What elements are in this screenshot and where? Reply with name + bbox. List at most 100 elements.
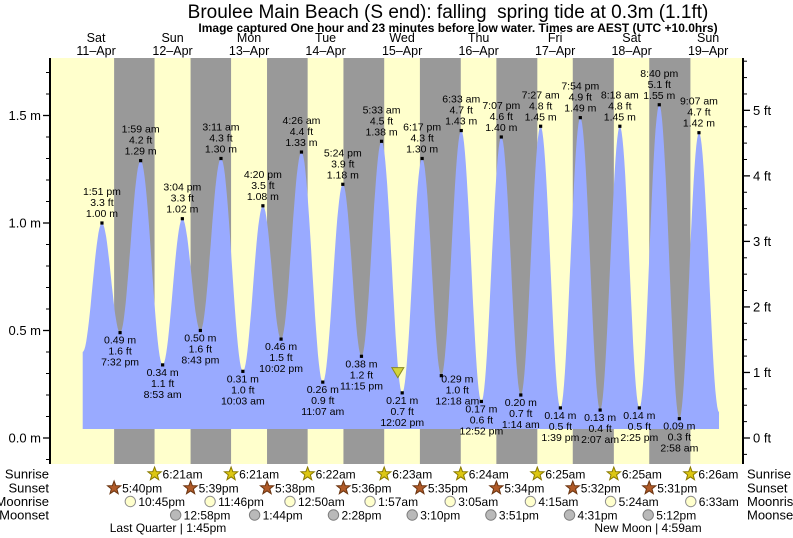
tide-low-label: 0.7 ft <box>391 406 414 418</box>
tide-low-label: 2:07 am <box>581 434 619 446</box>
tide-high-label: 4.3 ft <box>209 133 232 145</box>
moonrise-icon <box>284 495 296 508</box>
moonrise-time: 4:15am <box>538 495 578 509</box>
sunset-time: 5:35pm <box>428 482 468 496</box>
moonset-icon <box>406 509 418 521</box>
tide-event-dot <box>400 391 404 395</box>
day-weekday-label: Wed <box>389 31 415 45</box>
right-axis-tick-label: 1 ft <box>753 365 771 380</box>
left-axis-tick-label: 0.0 m <box>8 431 41 446</box>
tide-high-label: 1.33 m <box>285 137 317 149</box>
moon-phase-note: New Moon | 4:59am <box>594 521 701 535</box>
tide-low-label: 0.14 m <box>623 410 655 422</box>
tide-low-label: 12:52 pm <box>459 425 503 437</box>
tide-event-dot <box>519 393 523 397</box>
tide-event-dot <box>598 408 602 412</box>
moonrise-icon <box>604 495 617 508</box>
tide-low-label: 1.6 ft <box>108 346 131 358</box>
sunrise-icon <box>146 465 163 481</box>
tide-high-label: 3:04 pm <box>163 182 201 194</box>
tide-high-label: 1:51 pm <box>83 186 121 198</box>
tide-event-dot <box>539 124 543 128</box>
tide-low-label: 0.29 m <box>441 374 473 386</box>
tide-event-dot <box>321 380 325 384</box>
sunset-time: 5:36pm <box>351 482 391 496</box>
moonrise-time: 11:46pm <box>218 495 264 509</box>
tide-low-label: 11:07 am <box>301 406 344 418</box>
sunrise-icon <box>299 465 316 481</box>
tide-high-label: 3:11 am <box>202 122 239 134</box>
tide-event-dot <box>439 374 443 378</box>
tide-low-label: 0.38 m <box>345 358 377 370</box>
tide-high-label: 1.18 m <box>327 169 359 181</box>
tide-high-label: 4:26 am <box>282 115 320 127</box>
sunset-icon <box>335 479 352 495</box>
tide-low-label: 0.17 m <box>465 403 497 415</box>
tide-low-label: 0.7 ft <box>509 408 532 420</box>
sunrise-time: 6:21am <box>163 468 203 482</box>
tide-low-label: 10:02 pm <box>259 363 303 375</box>
sunrise-time: 6:25am <box>622 468 662 482</box>
moonset-time: 3:51pm <box>499 509 539 523</box>
tide-low-label: 8:43 pm <box>181 355 219 367</box>
sunset-time: 5:34pm <box>504 482 544 496</box>
tide-low-label: 7:32 pm <box>101 357 139 369</box>
tide-high-label: 4.3 ft <box>410 133 433 145</box>
tide-high-label: 3.3 ft <box>171 193 194 205</box>
tide-low-label: 12:18 am <box>435 396 479 408</box>
moonset-icon <box>169 509 182 521</box>
tide-high-label: 1.30 m <box>406 144 438 156</box>
tide-event-dot <box>459 128 463 133</box>
tide-high-label: 1.49 m <box>564 103 596 115</box>
tide-high-label: 3.5 ft <box>251 180 274 192</box>
tide-high-label: 1.55 m <box>643 90 675 102</box>
tide-low-label: 1:14 am <box>502 419 540 431</box>
chart-subtitle: Image captured One hour and 23 minutes b… <box>198 21 718 35</box>
moonset-icon <box>563 509 576 521</box>
tide-high-label: 4.5 ft <box>370 115 393 127</box>
moonset-time: 4:31pm <box>578 509 618 523</box>
moonrise-time: 3:05am <box>458 495 498 509</box>
left-axis-tick-label: 1.5 m <box>8 108 41 123</box>
tide-high-label: 1.43 m <box>445 116 477 128</box>
sunset-time: 5:39pm <box>199 482 239 496</box>
left-axis-tick-label: 1.0 m <box>8 216 41 231</box>
sunrise-row-label-right: Sunrise <box>747 467 791 482</box>
tide-high-label: 1.30 m <box>205 144 237 156</box>
moonrise-row-label-left: Moonrise <box>0 494 49 509</box>
tide-high-label: 1.42 m <box>683 118 715 130</box>
day-date-label: 15–Apr <box>382 44 422 58</box>
day-date-label: 11–Apr <box>76 44 115 58</box>
tide-low-label: 0.14 m <box>544 410 576 422</box>
tide-high-label: 4.7 ft <box>687 107 710 119</box>
tide-high-label: 1.00 m <box>86 208 118 220</box>
sunrise-icon <box>529 465 546 481</box>
moonset-icon <box>248 509 261 521</box>
tide-event-dot <box>198 328 202 333</box>
tide-low-label: 0.21 m <box>386 395 418 407</box>
tide-low-label: 0.34 m <box>147 367 179 379</box>
tide-low-label: 0.46 m <box>265 341 297 353</box>
tide-event-dot <box>677 417 681 421</box>
left-axis-tick-label: 0.5 m <box>8 323 41 338</box>
sunrise-icon <box>376 465 393 481</box>
sunset-row-label-left: Sunset <box>9 481 50 496</box>
tide-event-dot <box>479 399 483 404</box>
moonset-icon <box>642 509 654 521</box>
moonrise-icon <box>124 495 137 508</box>
tide-high-label: 8:40 pm <box>640 68 678 80</box>
moonrise-row-label-right: Moonrise <box>747 494 793 509</box>
right-axis-tick-label: 3 ft <box>753 234 771 249</box>
tide-high-label: 4.6 ft <box>490 111 513 123</box>
tide-event-dot <box>637 406 641 410</box>
tide-event-dot <box>279 337 283 341</box>
tide-high-label: 7:27 am <box>522 89 560 101</box>
moonset-time: 12:58pm <box>184 509 231 523</box>
tide-high-label: 1.08 m <box>247 191 279 203</box>
sunrise-time: 6:22am <box>316 468 356 482</box>
moonrise-time: 6:33am <box>699 495 739 509</box>
sunset-icon <box>488 479 505 495</box>
tide-high-label: 3.3 ft <box>90 197 113 209</box>
moonrise-time: 1:57am <box>378 495 418 509</box>
tide-high-label: 5.1 ft <box>648 79 671 91</box>
